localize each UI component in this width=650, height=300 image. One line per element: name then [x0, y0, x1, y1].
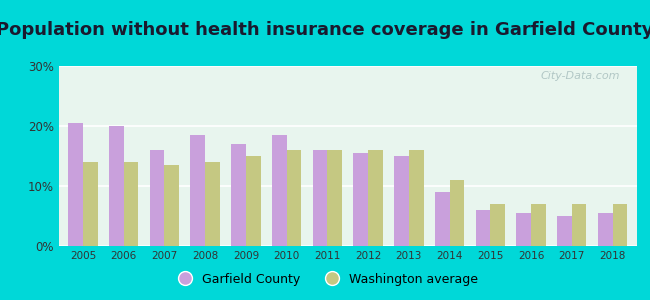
Bar	[124, 162, 138, 246]
Bar	[313, 150, 328, 246]
Bar	[409, 150, 424, 246]
Bar	[109, 126, 124, 246]
Bar	[83, 162, 98, 246]
Bar	[435, 192, 450, 246]
Bar	[287, 150, 302, 246]
Bar	[531, 204, 546, 246]
Bar	[516, 213, 531, 246]
Text: City-Data.com: City-Data.com	[540, 71, 619, 81]
Bar	[598, 213, 612, 246]
Bar	[354, 153, 368, 246]
Bar	[368, 150, 383, 246]
Bar	[476, 210, 490, 246]
Legend: Garfield County, Washington average: Garfield County, Washington average	[167, 268, 483, 291]
Bar	[205, 162, 220, 246]
Bar	[272, 135, 287, 246]
Bar	[231, 144, 246, 246]
Text: Population without health insurance coverage in Garfield County: Population without health insurance cove…	[0, 21, 650, 39]
Bar	[450, 180, 464, 246]
Bar	[190, 135, 205, 246]
Bar	[394, 156, 409, 246]
Bar	[557, 216, 572, 246]
Bar	[246, 156, 261, 246]
Bar	[164, 165, 179, 246]
Bar	[328, 150, 342, 246]
Bar	[150, 150, 164, 246]
Bar	[612, 204, 627, 246]
Bar	[572, 204, 586, 246]
Bar	[68, 123, 83, 246]
Bar	[490, 204, 505, 246]
